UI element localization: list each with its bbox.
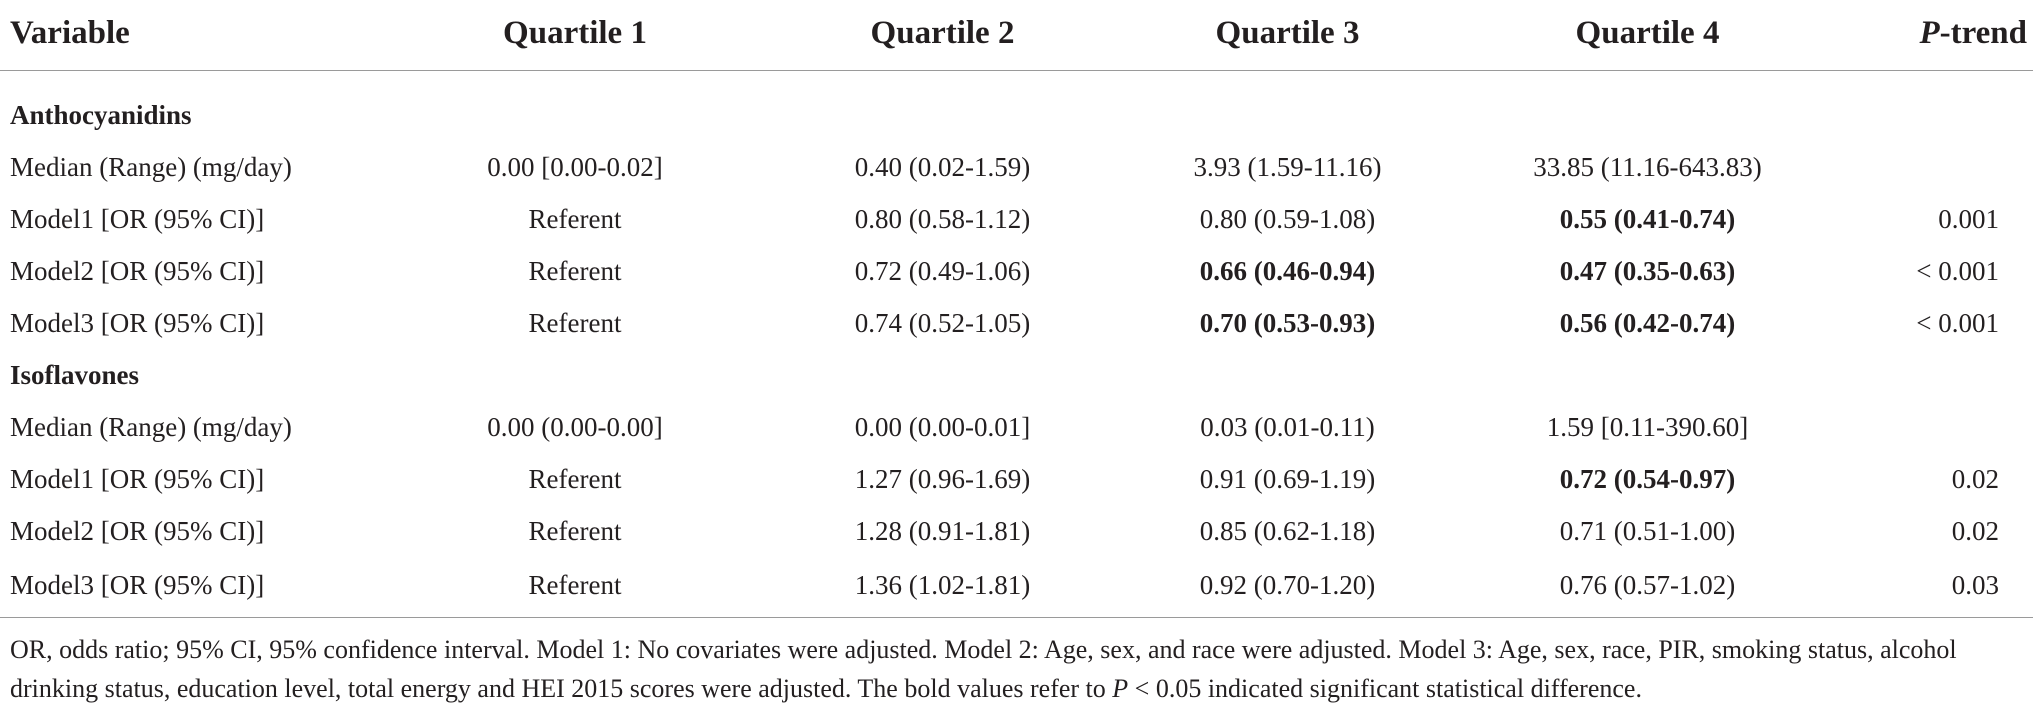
footnote-text-2: < 0.05 indicated significant statistical…: [1128, 674, 1642, 703]
table-row: Model3 [OR (95% CI)] Referent 1.36 (1.02-1…: [0, 557, 2033, 618]
table-row: Median (Range) (mg/day) 0.00 [0.00-0.02] 0…: [0, 141, 2033, 193]
row-label: Model1 [OR (95% CI)]: [10, 203, 265, 234]
cell-quartile-3: 3.93 (1.59-11.16): [1193, 151, 1382, 182]
cell-quartile-2: 0.80 (0.58-1.12): [854, 203, 1031, 234]
cell-quartile-1: Referent: [528, 203, 622, 234]
header-quartile-3: Quartile 3: [1115, 0, 1460, 71]
header-quartile-2: Quartile 2: [770, 0, 1115, 71]
cell-quartile-3: 0.80 (0.59-1.08): [1199, 203, 1376, 234]
section-header-row: Isoflavones: [0, 349, 2033, 401]
cell-quartile-3: 0.85 (0.62-1.18): [1199, 515, 1376, 546]
table-row: Median (Range) (mg/day) 0.00 (0.00-0.00] 0…: [0, 401, 2033, 453]
cell-p-trend: < 0.001: [1916, 307, 1999, 338]
row-label: Median (Range) (mg/day): [10, 411, 292, 442]
cell-quartile-1: Referent: [528, 515, 622, 546]
cell-quartile-2: 0.00 (0.00-0.01]: [854, 411, 1031, 442]
cell-quartile-4: 0.72 (0.54-0.97): [1559, 463, 1736, 494]
row-label: Median (Range) (mg/day): [10, 151, 292, 182]
header-quartile-1: Quartile 1: [380, 0, 770, 71]
row-label: Model3 [OR (95% CI)]: [0, 557, 380, 618]
section-title: Anthocyanidins: [10, 99, 192, 130]
cell-quartile-2: 0.72 (0.49-1.06): [854, 255, 1031, 286]
cell-quartile-4: 0.47 (0.35-0.63): [1559, 255, 1736, 286]
header-p-trend: P-trend: [1835, 0, 2033, 71]
section-header-row: Anthocyanidins: [0, 89, 2033, 141]
cell-p-trend: < 0.001: [1916, 255, 1999, 286]
header-p-suffix: -trend: [1939, 14, 2027, 51]
cell-quartile-2: 1.36 (1.02-1.81): [770, 557, 1115, 618]
footnote-p-letter: P: [1112, 674, 1129, 703]
cell-p-trend: [1835, 141, 2033, 193]
cell-quartile-1: 0.00 (0.00-0.00]: [487, 411, 663, 442]
row-label: Model3 [OR (95% CI)]: [10, 307, 265, 338]
cell-quartile-1: Referent: [528, 463, 622, 494]
row-label: Model1 [OR (95% CI)]: [10, 463, 265, 494]
table-body: Anthocyanidins Median (Range) (mg/day) 0.0…: [0, 71, 2033, 618]
results-table: Variable Quartile 1 Quartile 2 Quartile …: [0, 0, 2033, 618]
cell-quartile-2: 0.40 (0.02-1.59): [854, 151, 1031, 182]
row-label: Model2 [OR (95% CI)]: [10, 515, 265, 546]
cell-quartile-3: 0.66 (0.46-0.94): [1199, 255, 1376, 286]
cell-p-trend: 0.03: [1835, 557, 2033, 618]
cell-quartile-2: 1.28 (0.91-1.81): [854, 515, 1031, 546]
cell-quartile-4: 0.56 (0.42-0.74): [1559, 307, 1736, 338]
cell-p-trend: 0.001: [1938, 203, 1999, 234]
cell-quartile-1: Referent: [528, 307, 622, 338]
cell-quartile-2: 1.27 (0.96-1.69): [854, 463, 1031, 494]
cell-quartile-4: 1.59 [0.11-390.60]: [1546, 411, 1749, 442]
cell-quartile-3: 0.03 (0.01-0.11): [1200, 411, 1375, 442]
cell-quartile-3: 0.92 (0.70-1.20): [1115, 557, 1460, 618]
table-header-row: Variable Quartile 1 Quartile 2 Quartile …: [0, 0, 2033, 71]
table-row: Model2 [OR (95% CI)] Referent 1.28 (0.91-1…: [0, 505, 2033, 557]
cell-quartile-1: 0.00 [0.00-0.02]: [487, 151, 663, 182]
table-row: Model1 [OR (95% CI)] Referent 1.27 (0.96-1…: [0, 453, 2033, 505]
table-row: Model1 [OR (95% CI)] Referent 0.80 (0.58-1…: [0, 193, 2033, 245]
header-quartile-4: Quartile 4: [1460, 0, 1835, 71]
cell-quartile-1: Referent: [528, 255, 622, 286]
cell-quartile-3: 0.91 (0.69-1.19): [1199, 463, 1376, 494]
footnote-text-1: OR, odds ratio; 95% CI, 95% confidence i…: [10, 635, 1957, 703]
section-title: Isoflavones: [10, 359, 140, 390]
cell-p-trend: 0.02: [1951, 515, 1999, 546]
row-label: Model2 [OR (95% CI)]: [10, 255, 265, 286]
header-p-letter: P: [1919, 14, 1940, 51]
cell-quartile-2: 0.74 (0.52-1.05): [854, 307, 1031, 338]
cell-quartile-4: 0.76 (0.57-1.02): [1460, 557, 1835, 618]
header-variable: Variable: [0, 0, 380, 71]
cell-quartile-4: 0.71 (0.51-1.00): [1559, 515, 1736, 546]
cell-p-trend: 0.02: [1951, 463, 1999, 494]
cell-p-trend: [1835, 401, 2033, 453]
cell-quartile-1: Referent: [380, 557, 770, 618]
cell-quartile-4: 0.55 (0.41-0.74): [1559, 203, 1736, 234]
table-row: Model2 [OR (95% CI)] Referent 0.72 (0.49-1…: [0, 245, 2033, 297]
cell-quartile-3: 0.70 (0.53-0.93): [1199, 307, 1376, 338]
cell-quartile-4: 33.85 (11.16-643.83): [1533, 151, 1762, 182]
table-row: Model3 [OR (95% CI)] Referent 0.74 (0.52-1…: [0, 297, 2033, 349]
spacer-row: [0, 71, 2033, 90]
table-footnote: OR, odds ratio; 95% CI, 95% confidence i…: [10, 630, 2025, 708]
